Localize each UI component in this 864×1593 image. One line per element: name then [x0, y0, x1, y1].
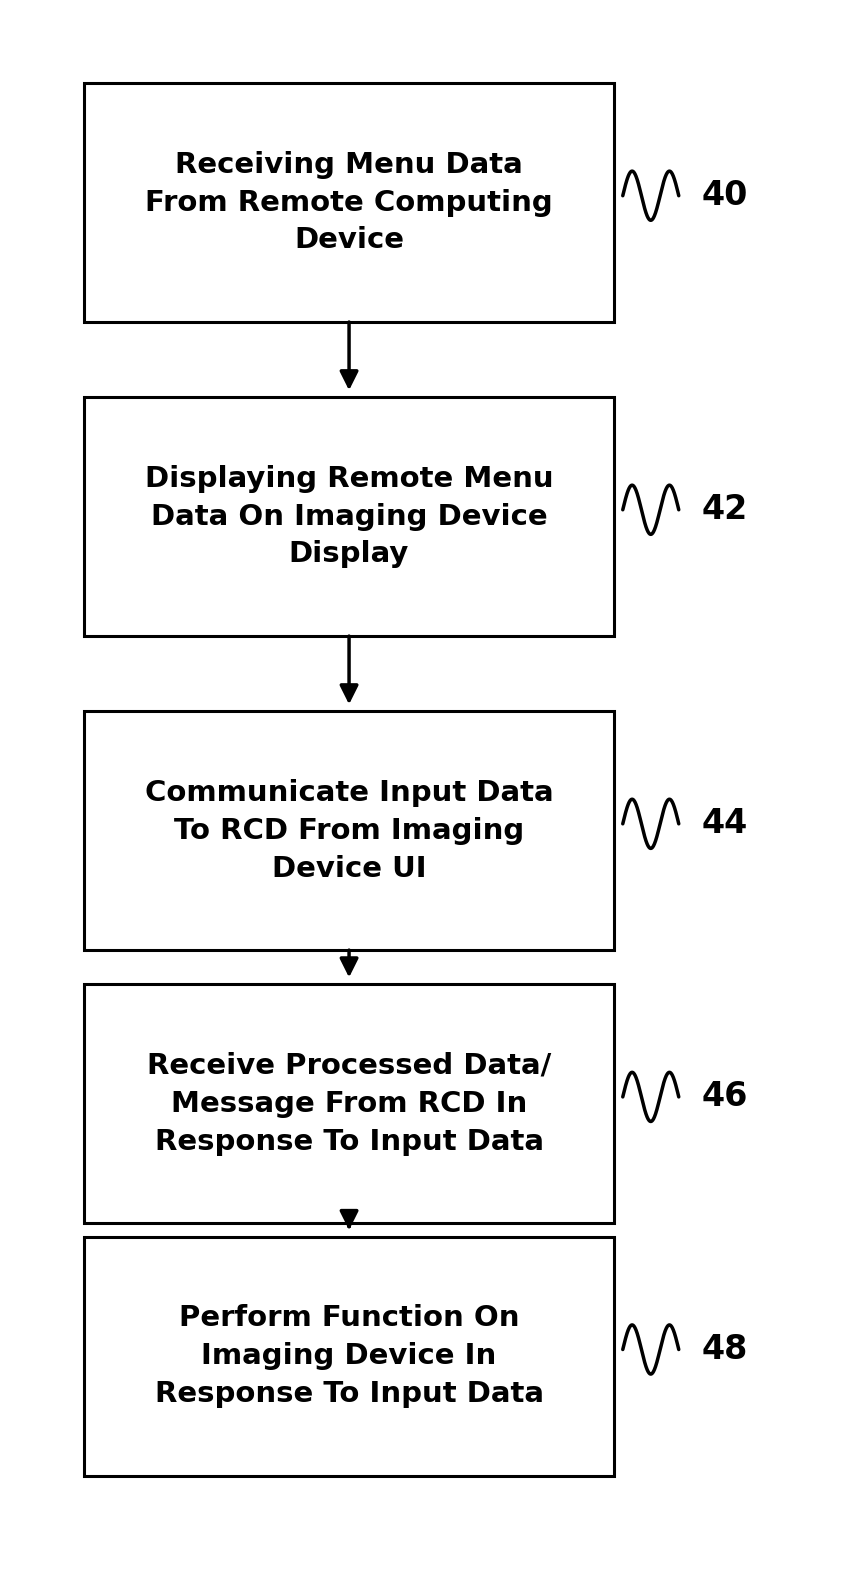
Text: Perform Function On
Imaging Device In
Response To Input Data: Perform Function On Imaging Device In Re…	[155, 1305, 543, 1408]
Text: Receiving Menu Data
From Remote Computing
Device: Receiving Menu Data From Remote Computin…	[145, 151, 553, 255]
FancyBboxPatch shape	[84, 1236, 614, 1475]
FancyBboxPatch shape	[84, 397, 614, 636]
Text: 44: 44	[702, 808, 748, 841]
Text: Communicate Input Data
To RCD From Imaging
Device UI: Communicate Input Data To RCD From Imagi…	[145, 779, 553, 883]
FancyBboxPatch shape	[84, 710, 614, 949]
FancyBboxPatch shape	[84, 83, 614, 322]
Text: 42: 42	[702, 494, 748, 526]
Text: 46: 46	[702, 1080, 748, 1114]
Text: Displaying Remote Menu
Data On Imaging Device
Display: Displaying Remote Menu Data On Imaging D…	[145, 465, 553, 569]
Text: 40: 40	[702, 178, 748, 212]
Text: Receive Processed Data/
Message From RCD In
Response To Input Data: Receive Processed Data/ Message From RCD…	[147, 1051, 551, 1155]
FancyBboxPatch shape	[84, 984, 614, 1223]
Text: 48: 48	[702, 1333, 748, 1367]
